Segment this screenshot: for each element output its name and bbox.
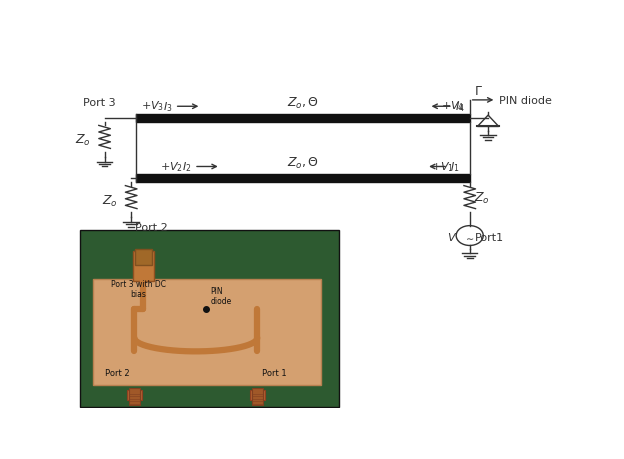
Bar xyxy=(136,175,470,183)
Text: Port 3: Port 3 xyxy=(83,98,115,108)
Text: $\Gamma$: $\Gamma$ xyxy=(474,85,482,98)
Bar xyxy=(129,388,140,405)
Text: $I_3$: $I_3$ xyxy=(163,100,172,114)
Text: $Z_o$: $Z_o$ xyxy=(102,193,117,208)
Bar xyxy=(250,390,265,400)
Text: Port 2: Port 2 xyxy=(105,368,129,377)
Text: $Z_o, \Theta$: $Z_o, \Theta$ xyxy=(287,156,319,171)
Text: Port 2: Port 2 xyxy=(135,223,168,233)
Bar xyxy=(135,249,152,265)
Bar xyxy=(251,388,263,405)
Text: $+V_4$: $+V_4$ xyxy=(441,99,464,113)
Text: Port 1: Port 1 xyxy=(263,368,287,377)
Text: Port1: Port1 xyxy=(474,233,504,243)
Text: $+V_2$: $+V_2$ xyxy=(160,159,183,173)
Bar xyxy=(94,280,321,386)
Bar xyxy=(133,251,154,281)
Text: $\sim$: $\sim$ xyxy=(464,231,475,241)
Text: Port 3 with DC
bias: Port 3 with DC bias xyxy=(111,279,166,299)
Text: $+V_1$: $+V_1$ xyxy=(431,159,454,173)
Text: $I_1$: $I_1$ xyxy=(451,160,460,174)
Bar xyxy=(127,390,142,400)
Text: PIN
diode: PIN diode xyxy=(211,286,232,306)
Text: $Z_o$: $Z_o$ xyxy=(474,190,489,205)
Text: $V$: $V$ xyxy=(447,230,457,242)
Text: $I_2$: $I_2$ xyxy=(182,160,192,174)
Text: PIN diode: PIN diode xyxy=(499,95,552,106)
Text: $+V_3$: $+V_3$ xyxy=(141,99,164,113)
Text: $Z_o$: $Z_o$ xyxy=(75,133,90,148)
Text: $I_4$: $I_4$ xyxy=(456,100,465,114)
Text: $Z_o, \Theta$: $Z_o, \Theta$ xyxy=(287,95,319,111)
Bar xyxy=(80,230,339,407)
Bar xyxy=(136,115,470,123)
